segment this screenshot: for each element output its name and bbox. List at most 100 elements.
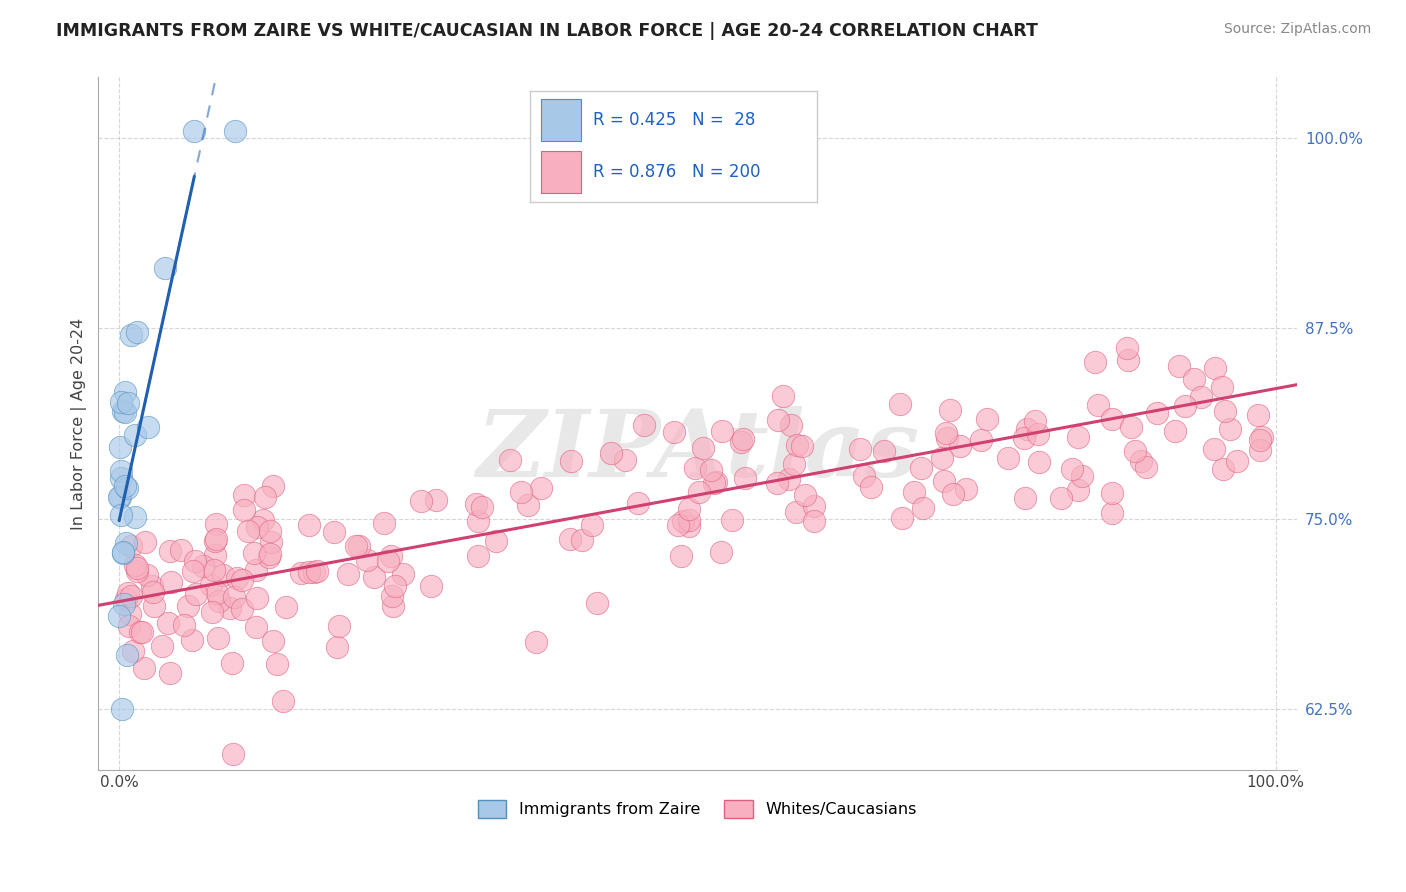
Point: [115, 591, 138, 606]
Point: [243, 546, 266, 560]
Point: [200, 578, 222, 592]
Point: [297, 518, 319, 533]
Text: IMMIGRANTS FROM ZAIRE VS WHITE/CAUCASIAN IN LABOR FORCE | AGE 20-24 CORRELATION : IMMIGRANTS FROM ZAIRE VS WHITE/CAUCASIAN…: [56, 22, 1038, 40]
Point: [558, 532, 581, 546]
Point: [207, 631, 229, 645]
Point: [108, 440, 131, 454]
Point: [246, 591, 269, 605]
Point: [115, 481, 138, 495]
Point: [1101, 486, 1123, 500]
Point: [108, 490, 131, 504]
Point: [231, 602, 253, 616]
Point: [672, 514, 695, 528]
Point: [1130, 454, 1153, 468]
Point: [581, 517, 603, 532]
Point: [157, 615, 180, 630]
Point: [150, 640, 173, 654]
Point: [222, 590, 245, 604]
Point: [128, 625, 150, 640]
Point: [889, 397, 911, 411]
Point: [1211, 379, 1233, 393]
Point: [1202, 442, 1225, 457]
Point: [204, 516, 226, 531]
Point: [772, 389, 794, 403]
Point: [793, 488, 815, 502]
Point: [363, 570, 385, 584]
Text: Source: ZipAtlas.com: Source: ZipAtlas.com: [1223, 22, 1371, 37]
Point: [127, 560, 149, 574]
Point: [271, 694, 294, 708]
Point: [392, 567, 415, 582]
Point: [170, 543, 193, 558]
Point: [1024, 414, 1046, 428]
Point: [1014, 491, 1036, 505]
Point: [778, 472, 800, 486]
Point: [384, 579, 406, 593]
Point: [997, 451, 1019, 466]
Point: [1026, 427, 1049, 442]
Point: [465, 497, 488, 511]
Point: [1205, 360, 1227, 375]
Point: [571, 533, 593, 547]
Point: [274, 600, 297, 615]
Point: [1017, 422, 1039, 436]
Point: [786, 438, 808, 452]
Point: [344, 539, 367, 553]
Point: [381, 599, 404, 614]
Point: [734, 470, 756, 484]
Point: [688, 484, 710, 499]
Point: [1249, 433, 1271, 447]
Point: [970, 433, 993, 447]
Point: [120, 327, 142, 342]
Point: [779, 417, 801, 432]
Point: [124, 558, 146, 573]
Point: [1101, 506, 1123, 520]
Point: [110, 464, 132, 478]
Point: [678, 513, 700, 527]
Point: [118, 607, 141, 621]
Point: [1247, 409, 1270, 423]
Point: [471, 500, 494, 515]
Point: [124, 510, 146, 524]
Point: [266, 657, 288, 671]
Point: [1067, 430, 1090, 444]
Point: [205, 586, 228, 600]
Point: [1219, 422, 1241, 436]
Point: [336, 566, 359, 581]
Point: [666, 517, 689, 532]
Point: [1174, 399, 1197, 413]
Point: [704, 475, 727, 489]
Point: [232, 503, 254, 517]
Point: [1167, 359, 1189, 373]
Point: [204, 534, 226, 549]
Text: ZIPAtlas: ZIPAtlas: [475, 406, 920, 496]
Point: [530, 481, 553, 495]
Point: [692, 442, 714, 456]
Point: [1213, 404, 1236, 418]
Point: [1182, 372, 1205, 386]
Point: [942, 487, 965, 501]
Point: [356, 553, 378, 567]
Point: [186, 586, 208, 600]
Point: [173, 618, 195, 632]
Point: [891, 510, 914, 524]
Point: [110, 470, 132, 484]
Point: [131, 625, 153, 640]
Point: [224, 124, 246, 138]
Point: [678, 518, 700, 533]
Point: [290, 566, 312, 580]
Point: [177, 599, 200, 614]
Point: [180, 632, 202, 647]
Point: [259, 547, 281, 561]
Point: [803, 514, 825, 528]
Point: [184, 554, 207, 568]
Point: [262, 634, 284, 648]
Point: [183, 124, 205, 138]
Point: [117, 648, 139, 662]
Point: [323, 524, 346, 539]
Point: [911, 500, 934, 515]
Point: [204, 532, 226, 546]
Point: [202, 563, 225, 577]
Point: [790, 439, 813, 453]
Point: [1123, 444, 1146, 458]
